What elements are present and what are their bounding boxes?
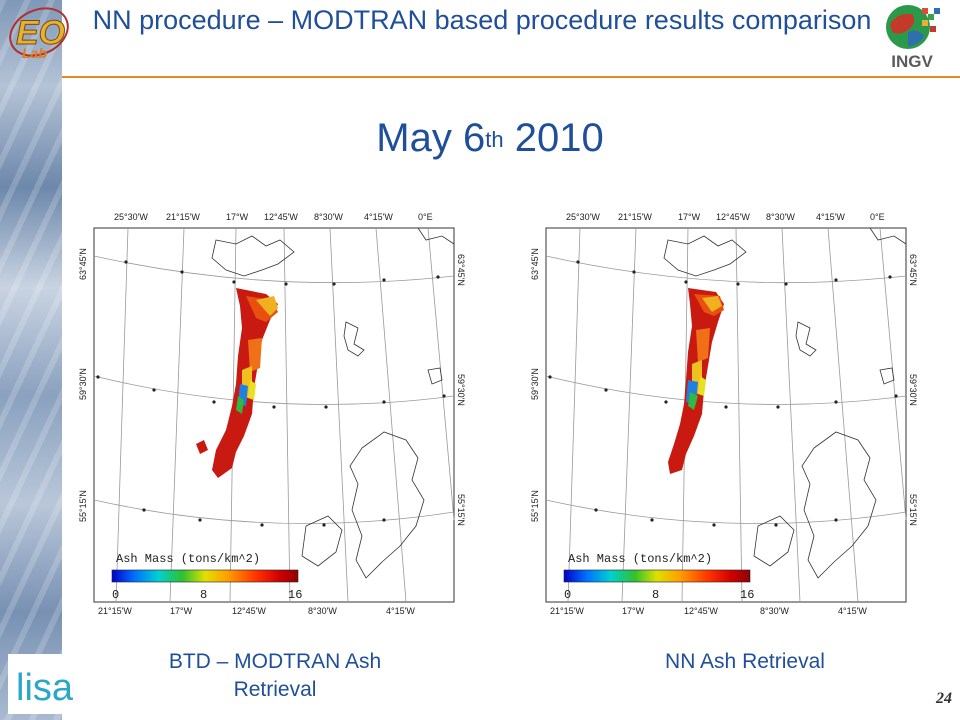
date-heading: May 6th 2010 xyxy=(340,116,640,161)
lisa-logo: lisa xyxy=(8,654,100,714)
top-lon-label: 12°45'W xyxy=(716,212,750,222)
bottom-lon-label: 4°15'W xyxy=(386,606,415,616)
caption-left-line2: Retrieval xyxy=(233,678,317,701)
map-nn-retrieval: Ash Mass (tons/km^2) 0 8 16 25°30'W 21°1… xyxy=(518,200,918,618)
legend-title-left: Ash Mass (tons/km^2) xyxy=(116,552,260,566)
legend-tick-0-left: 0 xyxy=(112,588,119,602)
top-lon-label: 25°30'W xyxy=(566,212,600,222)
lat-label-left: 59°30'N xyxy=(78,368,88,400)
top-lon-label: 21°15'W xyxy=(166,212,200,222)
lat-label-right: 55°15'N xyxy=(908,494,918,526)
ash-plume-left xyxy=(196,288,278,478)
svg-text:EO: EO xyxy=(16,14,65,52)
top-lon-label: 17°W xyxy=(678,212,701,222)
bottom-lon-label: 17°W xyxy=(170,606,193,616)
ingv-logo: INGV xyxy=(878,2,946,74)
date-year: 2010 xyxy=(514,116,604,160)
lat-label-left: 63°45'N xyxy=(78,248,88,280)
bottom-lon-label: 8°30'W xyxy=(760,606,789,616)
bottom-lon-label: 12°45'W xyxy=(684,606,718,616)
date-superscript: th xyxy=(485,127,504,152)
top-lon-label: 17°W xyxy=(226,212,249,222)
bottom-lon-label: 8°30'W xyxy=(308,606,337,616)
eo-lab-logo: EO Lab xyxy=(9,7,69,61)
top-lon-label: 21°15'W xyxy=(618,212,652,222)
legend-tick-8-left: 8 xyxy=(200,588,207,602)
lat-label-right: 59°30'N xyxy=(908,374,918,406)
lat-label-right: 63°45'N xyxy=(908,254,918,286)
top-lon-label: 0°E xyxy=(870,212,885,222)
legend-tick-8-right: 8 xyxy=(652,588,659,602)
top-lon-label: 8°30'W xyxy=(766,212,795,222)
top-lon-label: 8°30'W xyxy=(314,212,343,222)
legend-tick-16-right: 16 xyxy=(740,588,754,602)
legend-tick-0-right: 0 xyxy=(564,588,571,602)
top-lon-label: 4°15'W xyxy=(364,212,393,222)
bottom-lon-label: 21°15'W xyxy=(98,606,132,616)
caption-btd-modtran: BTD – MODTRAN Ash Retrieval xyxy=(115,648,435,704)
ingv-logo-text: INGV xyxy=(891,52,933,71)
date-main: May 6 xyxy=(376,116,486,160)
svg-text:Lab: Lab xyxy=(22,45,47,61)
caption-nn-retrieval: NN Ash Retrieval xyxy=(665,650,825,673)
ash-plume-right xyxy=(668,288,724,474)
bottom-lon-label: 17°W xyxy=(622,606,645,616)
top-lon-label: 12°45'W xyxy=(264,212,298,222)
lat-label-left: 63°45'N xyxy=(530,248,540,280)
lisa-logo-text: lisa xyxy=(16,667,74,709)
lat-label-left: 59°30'N xyxy=(530,368,540,400)
legend-tick-16-left: 16 xyxy=(288,588,302,602)
bottom-lon-label: 12°45'W xyxy=(232,606,266,616)
top-lon-label: 0°E xyxy=(418,212,433,222)
bottom-lon-label: 21°15'W xyxy=(550,606,584,616)
lat-label-left: 55°15'N xyxy=(530,490,540,522)
top-lon-label: 4°15'W xyxy=(816,212,845,222)
caption-left-line1: BTD – MODTRAN Ash xyxy=(168,650,382,673)
bottom-lon-label: 4°15'W xyxy=(838,606,867,616)
lat-label-right: 63°45'N xyxy=(456,254,466,286)
lat-label-left: 55°15'N xyxy=(78,490,88,522)
legend-title-right: Ash Mass (tons/km^2) xyxy=(568,552,712,566)
background-satellite-strip xyxy=(0,0,62,720)
page-number: 24 xyxy=(936,690,952,707)
page-title: NN procedure – MODTRAN based procedure r… xyxy=(92,5,872,35)
map-btd-modtran: Ash Mass (tons/km^2) 0 8 16 25°30'W 21°1… xyxy=(66,200,466,618)
top-lon-label: 25°30'W xyxy=(114,212,148,222)
lat-label-right: 55°15'N xyxy=(456,494,466,526)
title-divider xyxy=(62,76,960,78)
lat-label-right: 59°30'N xyxy=(456,374,466,406)
